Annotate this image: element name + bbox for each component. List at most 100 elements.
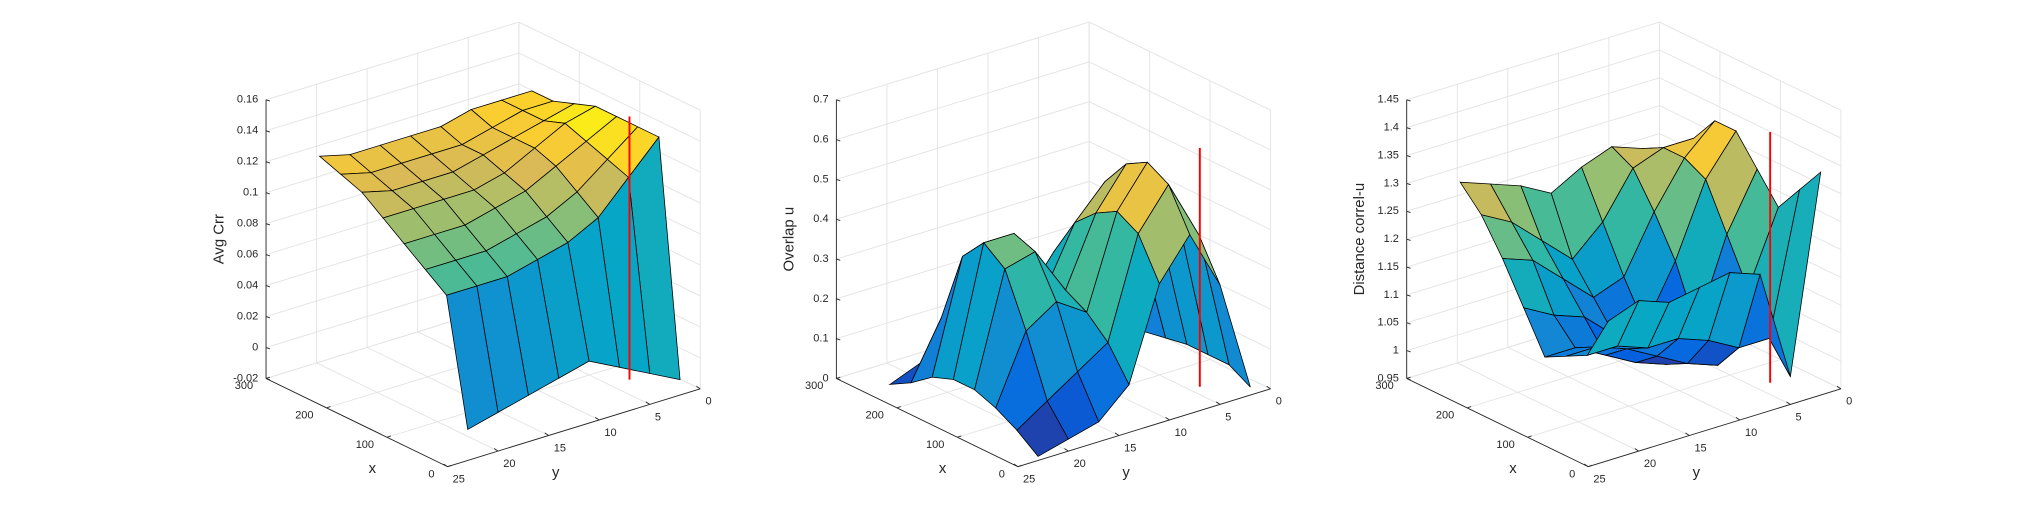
z-tick-label: 1.45: [1377, 94, 1398, 106]
z-tick-label: 1: [1393, 345, 1399, 357]
x-tick-label: 300: [1375, 380, 1393, 392]
tick-mark: [1467, 406, 1472, 409]
tick-mark: [1406, 238, 1411, 241]
x-tick-label: 0: [428, 468, 434, 480]
axis-line: [265, 378, 448, 468]
z-tick-label: -0.02: [233, 372, 258, 384]
tick-mark: [595, 416, 600, 421]
grid-line: [1457, 362, 1639, 452]
z-tick-label: 1.25: [1377, 205, 1398, 217]
tick-mark: [1406, 99, 1411, 102]
grid-line: [1088, 61, 1271, 151]
y-tick-label: 5: [1225, 411, 1231, 423]
tick-mark: [1685, 432, 1690, 436]
tick-mark: [1406, 182, 1411, 186]
z-tick-label: 1.3: [1384, 177, 1399, 189]
z-tick-label: 0: [252, 341, 258, 353]
grid-line: [316, 362, 499, 452]
tick-mark: [696, 385, 701, 390]
tick-mark: [265, 254, 271, 257]
tick-mark: [1406, 294, 1411, 297]
z-axis-label: Overlap u: [782, 207, 798, 272]
y-tick-label: 25: [1023, 474, 1035, 486]
grid-line: [1659, 21, 1842, 111]
surface-patch: [1586, 299, 1640, 357]
tick-mark: [265, 99, 271, 102]
y-tick-label: 15: [1694, 442, 1706, 454]
tick-mark: [1406, 266, 1411, 269]
y-tick-label: 25: [453, 474, 465, 486]
z-tick-label: 0.5: [813, 173, 828, 185]
z-axis-label: Avg Crr: [211, 214, 227, 264]
z-tick-label: 1.35: [1377, 149, 1398, 161]
grid-line: [836, 21, 1090, 101]
grid-line: [518, 21, 701, 111]
y-tick-label: 15: [1124, 442, 1136, 454]
axis-line: [447, 388, 701, 468]
grid-line: [1406, 105, 1660, 184]
grid-line: [1406, 77, 1660, 156]
y-tick-label: 5: [1796, 411, 1802, 423]
grid-line: [265, 83, 519, 163]
tick-mark: [836, 218, 841, 221]
axis-line: [1406, 378, 1589, 468]
grid-line: [836, 61, 1090, 141]
y-tick-label: 10: [1175, 427, 1187, 439]
tick-mark: [1406, 350, 1411, 353]
x-tick-label: 100: [1496, 439, 1514, 451]
surface-chart: 0100200300051015202500.10.20.30.40.50.60…: [782, 21, 1282, 486]
tick-mark: [544, 432, 549, 436]
y-tick-label: 20: [1644, 458, 1656, 470]
tick-mark: [836, 139, 841, 142]
tick-mark: [443, 463, 448, 468]
surface-chart: 0 100 200 300 0 5 10 15 20 25 -0.02 0 0.02 0.04 0.06 0.…: [211, 21, 712, 486]
z-tick-label: 0.02: [237, 310, 258, 322]
z-tick-label: 1.2: [1384, 233, 1399, 245]
grid-line: [366, 346, 549, 436]
tick-mark: [1215, 401, 1221, 405]
tick-mark: [836, 378, 841, 381]
grid-line: [836, 101, 1090, 180]
tick-mark: [265, 378, 271, 381]
tick-mark: [265, 223, 271, 226]
tick-mark: [1786, 401, 1791, 405]
y-tick-label: 10: [604, 427, 616, 439]
z-tick-label: 0.3: [813, 253, 828, 265]
tick-mark: [1406, 322, 1411, 325]
grid-line: [1406, 49, 1660, 129]
grid-line: [1406, 21, 1660, 101]
z-tick-label: 0.16: [237, 94, 258, 106]
grid-line: [1659, 77, 1842, 167]
tick-mark: [836, 338, 841, 341]
tick-mark: [1735, 416, 1741, 421]
y-tick-label: 0: [1846, 396, 1852, 408]
tick-mark: [1114, 432, 1120, 436]
y-tick-label: 20: [503, 458, 515, 470]
x-tick-label: 300: [235, 380, 253, 392]
x-tick-label: 200: [295, 410, 313, 422]
y-axis-label: y: [552, 465, 560, 481]
tick-mark: [265, 316, 271, 319]
z-tick-label: 1.05: [1377, 317, 1398, 329]
grid-line: [1088, 21, 1271, 111]
tick-mark: [326, 406, 331, 409]
tick-mark: [265, 347, 271, 350]
z-axis-label: Distance correl-u: [1352, 183, 1368, 296]
grid-line: [1406, 133, 1660, 212]
grid-line: [265, 52, 519, 132]
y-tick-label: 0: [1276, 396, 1282, 408]
tick-mark: [1406, 155, 1411, 158]
x-axis-label: x: [1509, 461, 1517, 477]
y-tick-label: 25: [1593, 474, 1605, 486]
tick-mark: [1406, 378, 1411, 381]
tick-mark: [1527, 435, 1532, 438]
tick-mark: [1064, 448, 1069, 452]
tick-mark: [1266, 385, 1271, 390]
tick-mark: [836, 258, 841, 261]
tick-mark: [836, 179, 841, 182]
grid-line: [265, 21, 519, 101]
x-tick-label: 0: [1569, 468, 1575, 480]
tick-mark: [265, 192, 271, 195]
